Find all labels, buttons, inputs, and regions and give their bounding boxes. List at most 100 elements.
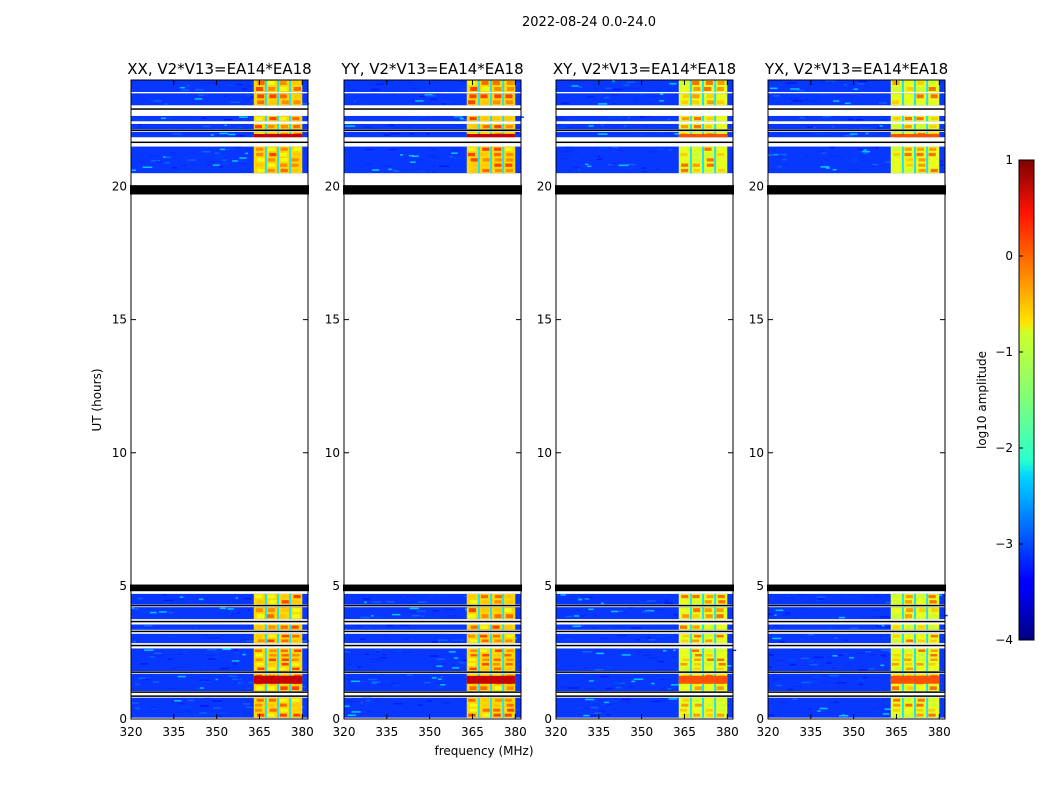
noise-speckle xyxy=(628,686,633,688)
x-tick-label: 320 xyxy=(333,725,356,739)
noise-speckle xyxy=(227,84,235,86)
panel-3: XY, V2*V13=EA14*EA18 320 335 350 365 380 0 5 10 1… xyxy=(537,60,739,739)
noise-speckle xyxy=(441,633,444,636)
flag-line xyxy=(344,630,521,633)
rfi-cell xyxy=(704,124,713,129)
rfi-cell xyxy=(257,713,265,717)
noise-speckle xyxy=(387,684,395,686)
noise-speckle xyxy=(846,117,852,120)
noise-speckle xyxy=(382,635,387,637)
noise-speckle xyxy=(598,155,601,158)
flag-line xyxy=(344,604,521,607)
rfi-cell xyxy=(716,634,724,638)
noise-speckle xyxy=(787,688,794,691)
noise-speckle xyxy=(600,602,604,604)
noise-speckle xyxy=(779,701,787,704)
rfi-cell xyxy=(255,708,263,712)
noise-speckle xyxy=(162,594,167,597)
channel-line xyxy=(702,633,705,644)
rfi-cell xyxy=(255,634,263,638)
noise-speckle xyxy=(582,650,593,653)
noise-speckle xyxy=(644,116,651,118)
rfi-cell xyxy=(256,152,264,157)
noise-speckle xyxy=(809,664,818,666)
noise-speckle xyxy=(453,640,461,643)
rfi-cell xyxy=(928,81,937,85)
noise-speckle xyxy=(195,88,204,91)
noise-speckle xyxy=(172,133,183,135)
noise-speckle xyxy=(879,654,886,656)
x-tick-label: 320 xyxy=(120,725,143,739)
rfi-cell xyxy=(906,639,914,643)
rfi-cell xyxy=(893,124,901,129)
noise-speckle xyxy=(668,698,678,700)
rfi-cell xyxy=(929,124,937,129)
noise-speckle xyxy=(180,677,183,680)
rfi-cell xyxy=(916,116,924,121)
rfi-cell xyxy=(505,594,513,599)
noise-speckle xyxy=(794,617,798,619)
noise-speckle xyxy=(389,148,397,151)
rfi-cell xyxy=(504,625,512,629)
noise-speckle xyxy=(561,685,569,688)
flag-line xyxy=(131,129,308,132)
noise-speckle xyxy=(212,707,222,709)
rfi-cell xyxy=(892,614,900,619)
noise-speckle xyxy=(769,154,775,156)
data-block xyxy=(556,80,733,92)
data-block xyxy=(344,131,521,138)
noise-speckle xyxy=(403,596,407,598)
rfi-cell xyxy=(481,100,490,105)
channel-line xyxy=(689,93,692,106)
data-block xyxy=(556,648,737,672)
noise-speckle xyxy=(796,594,806,597)
noise-speckle xyxy=(222,648,232,651)
rfi-cell xyxy=(256,663,264,666)
noise-speckle xyxy=(380,656,387,659)
noise-speckle xyxy=(615,686,621,689)
channel-line xyxy=(689,80,692,92)
x-tick-label: 335 xyxy=(162,725,185,739)
noise-speckle xyxy=(772,637,782,640)
noise-speckle xyxy=(843,708,847,710)
rfi-cell xyxy=(682,94,690,99)
rfi-cell xyxy=(257,168,265,173)
noise-speckle xyxy=(769,87,778,90)
x-tick-label: 350 xyxy=(205,725,228,739)
noise-speckle xyxy=(657,668,665,670)
flag-line xyxy=(768,604,945,607)
noise-speckle xyxy=(219,712,228,715)
noise-speckle xyxy=(224,124,227,127)
noise-speckle xyxy=(168,658,172,660)
rfi-cell xyxy=(482,653,490,657)
rfi-cell xyxy=(682,653,690,657)
channel-line xyxy=(714,115,717,122)
flag-line xyxy=(768,691,945,693)
rfi-cell xyxy=(681,86,689,91)
noise-speckle xyxy=(820,166,830,168)
noise-speckle xyxy=(670,684,680,686)
noise-speckle xyxy=(561,102,570,104)
noise-speckle xyxy=(853,88,858,90)
noise-speckle xyxy=(177,654,183,657)
rfi-cell xyxy=(494,686,502,691)
rfi-cell xyxy=(480,686,488,691)
noise-speckle xyxy=(834,701,839,704)
noise-speckle xyxy=(419,95,425,98)
rfi-cell xyxy=(257,614,265,619)
rfi-cell xyxy=(917,594,925,599)
flag-line xyxy=(344,108,521,110)
noise-speckle xyxy=(351,711,361,713)
noise-speckle xyxy=(800,638,806,640)
noise-speckle xyxy=(596,652,605,655)
noise-speckle xyxy=(347,666,353,668)
rfi-cell xyxy=(280,124,289,129)
rfi-cell xyxy=(706,703,715,707)
noise-speckle xyxy=(237,678,241,681)
data-block xyxy=(556,131,733,138)
x-tick-label: 350 xyxy=(418,725,441,739)
noise-speckle xyxy=(228,675,237,678)
noise-speckle xyxy=(815,133,826,135)
rfi-cell xyxy=(892,708,900,712)
channel-line xyxy=(289,648,292,672)
